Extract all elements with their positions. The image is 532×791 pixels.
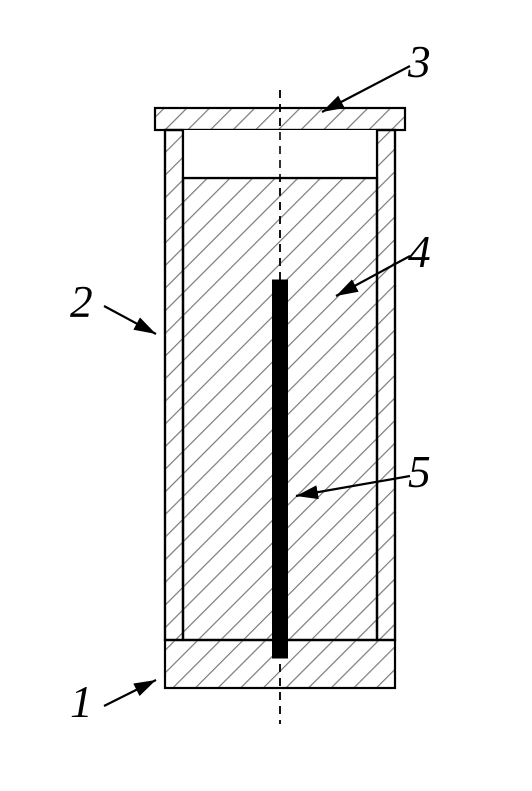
part-2-wall-right — [377, 130, 395, 640]
label-4: 4 — [408, 230, 431, 275]
part-5-rod — [273, 280, 288, 658]
label-1: 1 — [70, 680, 93, 725]
label-5: 5 — [408, 450, 431, 495]
diagram-svg — [0, 0, 532, 791]
label-3: 3 — [408, 40, 431, 85]
arrow-2 — [104, 306, 156, 334]
label-2: 2 — [70, 280, 93, 325]
arrow-3 — [322, 66, 410, 112]
diagram-root: 3 4 2 5 1 — [0, 0, 532, 791]
arrow-1 — [104, 680, 156, 706]
part-2-wall-left — [165, 130, 183, 640]
